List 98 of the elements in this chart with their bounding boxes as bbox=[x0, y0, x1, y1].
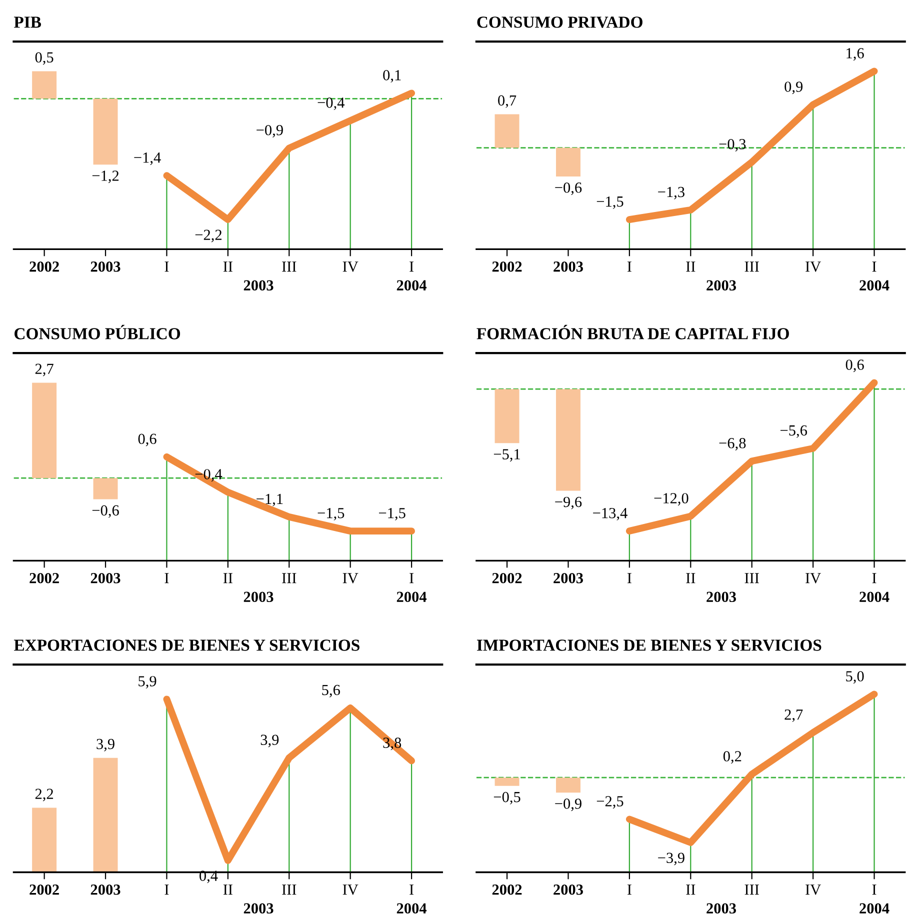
x-tick-label: II bbox=[686, 262, 696, 272]
x-tick-label: II bbox=[223, 573, 232, 584]
x-tick-label: IV bbox=[806, 884, 821, 895]
data-label: 1,6 bbox=[846, 48, 864, 61]
data-label: 2,2 bbox=[35, 788, 54, 802]
text: 2004 bbox=[396, 903, 427, 914]
x-tick-label: II bbox=[686, 573, 696, 584]
data-label: 3,9 bbox=[96, 738, 114, 752]
x-tick-label: 2003 bbox=[90, 572, 120, 584]
data-label: −5,6 bbox=[780, 425, 808, 438]
data-label: −1,1 bbox=[256, 494, 283, 506]
text: 2003 bbox=[706, 903, 736, 914]
x-tick-label: II bbox=[223, 262, 232, 272]
text: 2004 bbox=[396, 592, 427, 602]
x-tick-label: III bbox=[744, 573, 759, 584]
x-tick-label: I bbox=[410, 262, 414, 272]
text: 2004 bbox=[396, 280, 427, 291]
data-label: −1,4 bbox=[134, 152, 161, 165]
chart-title: IMPORTACIONES DE BIENES Y SERVICIOS bbox=[476, 640, 822, 651]
x-tick-label: III bbox=[282, 573, 296, 584]
data-label: 5,6 bbox=[322, 684, 340, 698]
x-tick-label: IV bbox=[806, 262, 821, 272]
x-tick-label: 2002 bbox=[492, 572, 522, 584]
chart-title: CONSUMO PRIVADO bbox=[477, 16, 642, 28]
x-tick-label: III bbox=[744, 884, 759, 895]
x-tick-label: 2002 bbox=[30, 572, 59, 584]
x-tick-label: II bbox=[686, 884, 696, 895]
x-tick-label: 2003 bbox=[554, 261, 583, 272]
data-label: −0,9 bbox=[555, 798, 582, 812]
x-tick-label: IV bbox=[342, 573, 358, 584]
text: 2003 bbox=[706, 280, 736, 291]
x-tick-label: III bbox=[744, 262, 759, 272]
x-tick-label: IV bbox=[806, 573, 821, 584]
x-tick-label: III bbox=[282, 884, 296, 895]
x-tick-label: IV bbox=[342, 884, 358, 895]
data-label: 5,0 bbox=[846, 671, 864, 684]
data-label: 2,7 bbox=[784, 709, 803, 722]
data-label: −5,1 bbox=[494, 449, 520, 462]
data-label: 5,9 bbox=[138, 676, 156, 689]
x-tick-label: 2002 bbox=[30, 884, 59, 895]
chart-title: PIB bbox=[14, 16, 42, 28]
data-label: 0,5 bbox=[35, 52, 54, 65]
x-tick-label: I bbox=[627, 262, 632, 272]
x-tick-label: I bbox=[627, 884, 632, 895]
data-label: −0,4 bbox=[318, 98, 345, 110]
x-tick-label: 2003 bbox=[554, 884, 583, 895]
data-label: 0,9 bbox=[784, 82, 803, 94]
data-label: −9,6 bbox=[555, 496, 582, 510]
data-label: 3,9 bbox=[260, 734, 279, 748]
text: 2003 bbox=[244, 903, 274, 914]
data-label: 0,2 bbox=[723, 751, 742, 764]
data-label: −0,6 bbox=[92, 505, 119, 518]
data-label: −2,2 bbox=[195, 230, 222, 242]
data-label: −12,0 bbox=[654, 493, 688, 506]
chart-title: FORMACIÓN BRUTA DE CAPITAL FIJO bbox=[476, 324, 789, 340]
data-label: −1,5 bbox=[379, 508, 406, 520]
data-label: 2,7 bbox=[35, 364, 54, 376]
x-tick-label: II bbox=[223, 884, 232, 895]
data-label: −2,5 bbox=[596, 796, 624, 809]
data-label: 0,7 bbox=[498, 95, 516, 108]
x-tick-label: I bbox=[164, 884, 169, 895]
x-tick-label: 2002 bbox=[30, 261, 59, 272]
chart-title: EXPORTACIONES DE BIENES Y SERVICIOS bbox=[14, 640, 360, 651]
x-tick-label: I bbox=[872, 884, 876, 895]
x-tick-label: IV bbox=[342, 262, 358, 272]
data-label: −13,4 bbox=[593, 508, 628, 520]
text: 2003 bbox=[244, 280, 274, 291]
data-label: −1,3 bbox=[658, 186, 684, 200]
x-tick-label: I bbox=[410, 573, 414, 584]
chart-title: CONSUMO PÚBLICO bbox=[14, 324, 180, 340]
x-tick-label: I bbox=[164, 573, 169, 584]
data-label: −0,6 bbox=[555, 182, 582, 195]
data-label: −1,2 bbox=[92, 170, 119, 184]
x-tick-label: 2002 bbox=[492, 261, 522, 272]
data-label: −0,5 bbox=[494, 792, 520, 804]
text: 2003 bbox=[706, 592, 736, 602]
data-label: −0,9 bbox=[256, 124, 283, 138]
data-label: 0,6 bbox=[846, 360, 864, 372]
data-label: 0,1 bbox=[383, 70, 401, 83]
x-tick-label: I bbox=[410, 884, 414, 895]
x-tick-label: III bbox=[282, 262, 296, 272]
x-tick-label: I bbox=[872, 262, 876, 272]
x-tick-label: I bbox=[164, 262, 169, 272]
data-label: −1,5 bbox=[596, 196, 624, 209]
x-tick-label: I bbox=[872, 573, 876, 584]
text: 2004 bbox=[860, 903, 890, 914]
data-label: −1,5 bbox=[318, 508, 344, 520]
x-tick-label: I bbox=[627, 573, 632, 584]
text: 2003 bbox=[244, 592, 274, 602]
data-label: −3,9 bbox=[658, 852, 684, 866]
data-label: −6,8 bbox=[719, 438, 746, 450]
x-tick-label: 2003 bbox=[90, 261, 120, 272]
x-tick-label: 2003 bbox=[90, 884, 120, 895]
x-tick-label: 2003 bbox=[554, 572, 583, 584]
text: 2004 bbox=[860, 280, 890, 291]
text: 2004 bbox=[860, 592, 890, 602]
data-label: 0,6 bbox=[138, 434, 156, 446]
x-tick-label: 2002 bbox=[492, 884, 522, 895]
